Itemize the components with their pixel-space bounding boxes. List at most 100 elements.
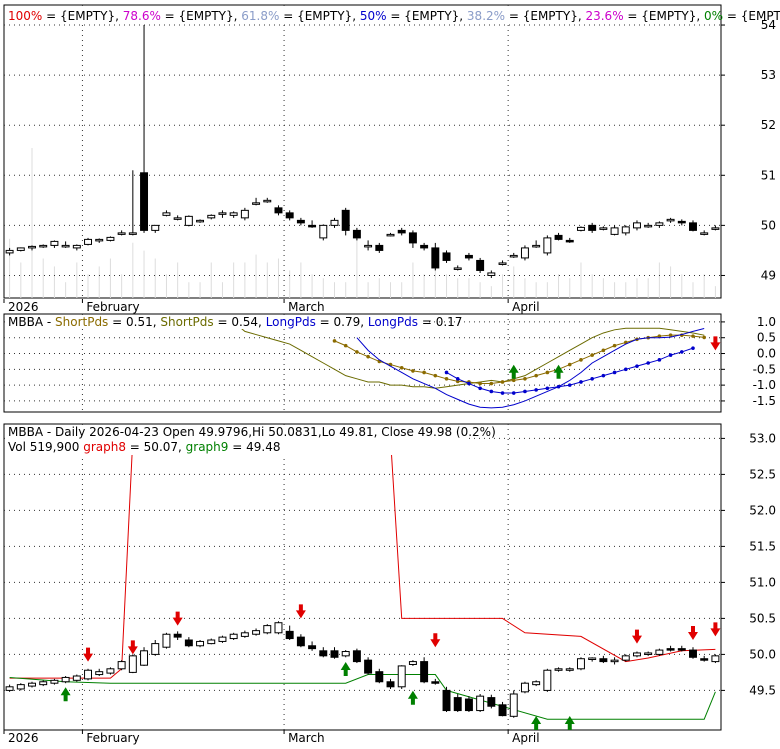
candle-body: [677, 648, 686, 651]
candle-body: [61, 676, 70, 683]
oscillator-marker: [567, 362, 572, 367]
title-part: = {EMPTY},: [505, 9, 585, 23]
oscillator-marker: [691, 334, 695, 338]
candle-body: [330, 650, 339, 658]
candle-body: [655, 222, 664, 226]
x-tick-label: March: [288, 300, 325, 314]
candle-body: [633, 652, 641, 657]
candle-body: [207, 214, 216, 219]
candle-body: [520, 682, 529, 693]
title-part: 61.8%: [241, 9, 279, 23]
volume-bar: [647, 278, 649, 298]
y-tick-label: 51.5: [749, 539, 776, 553]
candle-body: [677, 220, 686, 224]
candle-body: [39, 244, 48, 248]
candle-body: [117, 661, 126, 670]
title-part: LongPds: [368, 315, 418, 329]
volume-bar: [199, 282, 201, 298]
candle-body: [588, 224, 597, 231]
volume-bar: [636, 278, 638, 298]
volume-bar: [412, 262, 414, 298]
candle-body: [106, 668, 115, 674]
panel-frame: [3, 423, 722, 731]
candle-body: [610, 227, 619, 235]
candle-body: [498, 704, 507, 717]
volume-bar: [502, 274, 504, 298]
candle-body: [95, 238, 104, 242]
candle-body: [442, 252, 451, 261]
candle-body: [408, 661, 417, 665]
sell-arrow: [172, 611, 183, 626]
candle-body: [229, 633, 238, 640]
volume-bar: [714, 286, 716, 298]
volume-bar: [221, 282, 223, 298]
oscillator-marker: [556, 384, 561, 389]
candle-body: [16, 247, 25, 251]
volume-bar: [42, 258, 44, 298]
volume-bar: [277, 258, 279, 298]
title-part: 38.2%: [467, 9, 505, 23]
sell-arrow: [631, 629, 642, 644]
volume-bar: [98, 266, 100, 298]
volume-bar: [401, 282, 403, 298]
y-tick-label: 49: [761, 268, 776, 282]
candle-body: [397, 229, 406, 234]
volume-bar: [390, 282, 392, 298]
oscillator-marker: [668, 353, 673, 357]
volume-bar: [569, 278, 571, 298]
x-tick-label: February: [86, 300, 139, 314]
oscillator-marker: [601, 348, 606, 353]
volume-bar: [109, 258, 111, 298]
title-part: 0%: [704, 9, 723, 23]
title-part: graph8: [83, 440, 126, 454]
candle-body: [50, 240, 59, 246]
oscillator-marker: [646, 361, 650, 365]
candle-body: [285, 212, 294, 219]
sell-arrow: [687, 626, 698, 640]
title-part: = {EMPTY},: [624, 9, 704, 23]
volume-bar: [244, 262, 246, 298]
title-part: = {EMPTY},: [42, 9, 122, 23]
oscillator-marker: [612, 343, 617, 348]
candle-body: [308, 224, 317, 228]
volume-bar: [53, 266, 55, 298]
candle-body: [140, 650, 149, 666]
oscillator-marker: [489, 381, 494, 386]
title-part: LongPds: [266, 315, 316, 329]
candle-body: [252, 202, 261, 205]
candle-body: [375, 244, 384, 251]
buy-arrow: [508, 364, 519, 379]
candle-body: [308, 645, 317, 650]
volume-bar: [367, 282, 369, 298]
candle-body: [218, 212, 227, 215]
candle-body: [487, 697, 496, 707]
candle-body: [633, 222, 641, 229]
title-part: = {EMPTY}: [723, 9, 780, 23]
candle-body: [72, 675, 81, 681]
candle-body: [151, 224, 160, 231]
candle-body: [464, 254, 473, 259]
candle-body: [689, 649, 697, 658]
volume-bar: [490, 286, 492, 298]
volume-bar: [300, 262, 302, 298]
oscillator-line: [356, 328, 705, 409]
volume-bar: [333, 282, 335, 298]
oscillator-marker: [399, 365, 404, 370]
title-background: [5, 315, 425, 329]
candle-body: [689, 222, 697, 231]
oscillator-marker: [455, 379, 460, 384]
candle-body: [39, 681, 48, 686]
candle-body: [610, 659, 619, 663]
oscillator-marker: [668, 333, 673, 337]
candle-body: [644, 652, 653, 655]
volume-bar: [266, 262, 268, 298]
candle-body: [5, 686, 14, 691]
volume-bar: [535, 282, 537, 298]
volume-bar: [423, 274, 425, 298]
panel-title: 100% = {EMPTY}, 78.6% = {EMPTY}, 61.8% =…: [8, 9, 780, 23]
candle-body: [296, 219, 305, 224]
candle-body: [364, 244, 373, 248]
green-line: [9, 674, 716, 720]
candle-body: [274, 207, 283, 214]
